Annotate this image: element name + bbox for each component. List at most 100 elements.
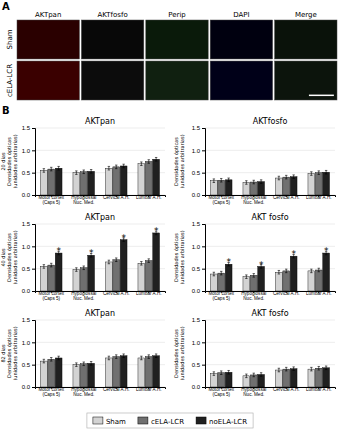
bar: [218, 373, 225, 387]
image-cell: [146, 20, 208, 59]
error-bar: [213, 272, 215, 276]
error-bar: [108, 356, 110, 360]
error-bar: [115, 258, 117, 262]
tick-mark: [32, 269, 35, 270]
grid-line: [35, 342, 165, 343]
bar: [323, 368, 330, 387]
y-tick: 0.5: [192, 170, 205, 176]
error-bar: [122, 164, 124, 168]
y-tick: 1.0: [22, 148, 35, 154]
bar: [80, 172, 87, 195]
legend-label: cELA-LCR: [151, 418, 184, 426]
series: [218, 171, 322, 195]
bar: [55, 253, 62, 291]
marks: [40, 157, 159, 195]
error-bar: [310, 269, 312, 273]
grid: [205, 224, 335, 291]
error-bar: [57, 356, 59, 360]
column-label: Perip: [168, 11, 186, 19]
y-axis: 0.0 0.5 1.0 1.5: [192, 221, 206, 294]
tick-label: HypoglossalNuc. Med.: [71, 291, 96, 301]
bar: [105, 168, 112, 195]
tick-label: 1.5: [192, 221, 201, 227]
y-tick: 1.5: [22, 125, 35, 131]
legend-swatch: [196, 417, 206, 424]
error-bar: [148, 160, 150, 164]
y-tick: 1.0: [192, 244, 205, 250]
tick-label: 0.5: [192, 362, 201, 368]
tick-label: Motor cortex(Caps 5): [38, 291, 64, 301]
x-tick: Motor cortex(Caps 5): [208, 387, 234, 397]
y-tick: 0.5: [22, 266, 35, 272]
grid-line: [205, 224, 335, 225]
error-bar: [50, 167, 52, 171]
grid-line: [35, 150, 165, 151]
bar: [275, 272, 282, 291]
annotation: *: [226, 257, 231, 267]
image-cell: [17, 61, 79, 100]
tick-mark: [202, 150, 205, 151]
tick-label: 0.5: [192, 266, 201, 272]
x-tick: Motor cortex(Caps 5): [208, 291, 234, 301]
x-axis: Motor cortex(Caps 5)HypoglossalNuc. Med.…: [206, 387, 336, 397]
tick-label: 0.5: [22, 170, 31, 176]
error-bar: [140, 162, 142, 166]
y-tick: 1.0: [22, 244, 35, 250]
tick-mark: [202, 342, 205, 343]
y-axis-label: Densidades ópticas(unidades arbitrarias): [173, 230, 185, 284]
grid-line: [35, 224, 165, 225]
y-tick: 1.5: [192, 125, 205, 131]
y-axis-label: Densidades ópticas(unidades arbitrarias): [173, 134, 185, 188]
tick-label: Cervical A.H.: [273, 291, 300, 296]
bar: [283, 369, 290, 387]
series: [55, 157, 159, 195]
tick-mark: [202, 195, 205, 196]
y-tick: 0.0: [192, 288, 205, 294]
error-bar: [318, 171, 320, 175]
marks: [210, 251, 329, 291]
error-bar: [57, 166, 59, 170]
error-bar: [260, 180, 262, 184]
tick-mark: [32, 291, 35, 292]
bar: [323, 253, 330, 291]
axis-line: [202, 321, 206, 388]
error-bar: [292, 367, 294, 371]
bar: [290, 369, 297, 387]
series: [48, 355, 152, 387]
error-bar: [75, 171, 77, 175]
y-tick: 0.5: [22, 170, 35, 176]
x-axis: Motor cortex(Caps 5)HypoglossalNuc. Med.…: [36, 195, 166, 205]
error-bar: [310, 172, 312, 176]
bar: [290, 256, 297, 291]
tick-mark: [32, 128, 35, 129]
tick-mark: [32, 342, 35, 343]
tick-mark: [202, 128, 205, 129]
tick-mark: [202, 320, 205, 321]
bar: [275, 370, 282, 387]
marks: [40, 354, 159, 387]
grid-line: [35, 128, 165, 129]
bar: [105, 358, 112, 387]
bar: [290, 177, 297, 195]
error-bar: [227, 178, 229, 182]
tick-label: Lumbar A.H.: [306, 387, 332, 392]
bar: [153, 159, 160, 195]
bar: [153, 233, 160, 291]
tick-label: HypoglossalNuc. Med.: [71, 387, 96, 397]
x-tick: HypoglossalNuc. Med.: [71, 387, 96, 397]
tick-mark: [202, 365, 205, 366]
image-cell: [210, 20, 272, 59]
error-bar: [220, 178, 222, 182]
series: [48, 160, 152, 195]
bar: [210, 274, 217, 291]
error-bar: [83, 362, 85, 366]
y-tick: 1.5: [192, 221, 205, 227]
bar: [88, 255, 95, 291]
grid: [35, 320, 165, 387]
x-axis: Motor cortex(Caps 5)HypoglossalNuc. Med.…: [36, 387, 166, 397]
x-tick: Lumbar A.H.: [306, 291, 332, 296]
tick-label: Lumbar A.H.: [136, 195, 162, 200]
axis-line: [32, 321, 36, 388]
bar: [48, 169, 55, 195]
x-axis: Motor cortex(Caps 5)HypoglossalNuc. Med.…: [206, 291, 336, 301]
